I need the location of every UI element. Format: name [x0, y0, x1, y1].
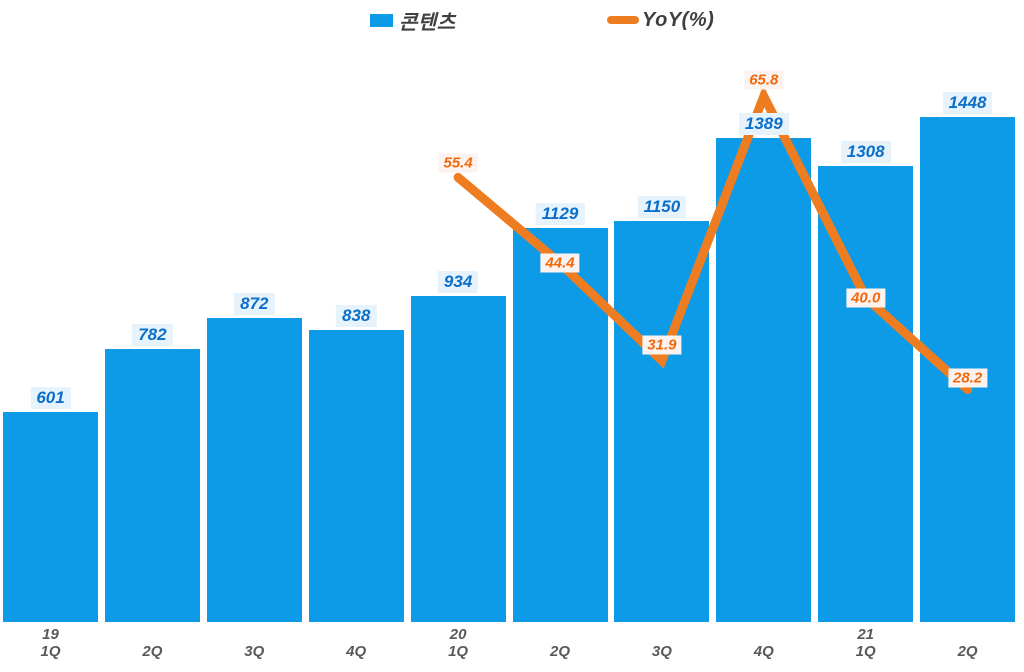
yoy-value-label: 28.2	[947, 368, 988, 388]
line-series-legend-label: YoY(%)	[642, 8, 715, 31]
bar-value-label: 1150	[637, 195, 687, 218]
x-axis-quarter: 1Q	[448, 643, 469, 660]
x-axis-year: 19	[42, 626, 59, 643]
bar-value-label: 782	[132, 324, 173, 347]
bar-value-label: 872	[234, 292, 275, 315]
x-axis-year	[515, 626, 605, 643]
x-axis-year: 20	[449, 626, 467, 643]
bar-1Q-19	[3, 412, 98, 622]
yoy-value-label: 40.0	[846, 288, 886, 307]
line-series-swatch-icon	[607, 16, 639, 24]
x-axis-label: 3Q	[617, 626, 707, 660]
bar-series-swatch-icon	[370, 13, 393, 27]
x-axis-label: 4Q	[311, 626, 401, 660]
x-axis-label: 19 1Q	[6, 626, 96, 660]
yoy-value-label: 31.9	[642, 335, 682, 355]
bar-2Q	[104, 349, 200, 622]
x-axis-label: 2Q	[923, 626, 1013, 660]
x-axis-year	[311, 626, 401, 643]
yoy-value-label: 65.8	[744, 70, 784, 90]
bar-4Q	[716, 137, 812, 622]
x-axis-quarter: 1Q	[40, 643, 61, 660]
x-axis-quarter: 2Q	[957, 643, 978, 660]
yoy-line	[453, 85, 973, 394]
bar-value-label: 838	[336, 304, 377, 327]
x-axis-label: 20 1Q	[413, 626, 503, 660]
bar-value-label: 601	[30, 387, 71, 410]
x-axis-year	[617, 626, 707, 643]
x-axis-year	[107, 626, 197, 643]
x-axis-year	[923, 626, 1013, 643]
bar-value-label: 1308	[840, 140, 891, 163]
x-axis-label: 4Q	[719, 626, 809, 660]
bar-value-label: 934	[437, 271, 479, 294]
bar-1Q-20	[410, 296, 506, 622]
x-axis-quarter: 4Q	[753, 643, 774, 660]
bar-4Q	[308, 329, 404, 622]
x-axis-quarter: 2Q	[142, 643, 163, 660]
x-axis-quarter: 3Q	[651, 643, 672, 660]
legend-item-line-series: YoY(%)	[607, 7, 714, 33]
x-axis-year	[209, 626, 299, 643]
bar-series-legend-label: 콘텐츠	[399, 11, 456, 34]
legend-item-bar-series: 콘텐츠	[370, 7, 456, 34]
x-axis-year	[719, 626, 809, 643]
bar-value-label: 1448	[942, 92, 993, 115]
bar-3Q	[206, 317, 302, 622]
yoy-value-label: 55.4	[438, 153, 478, 173]
x-axis-quarter: 2Q	[549, 643, 570, 660]
x-axis-label: 2Q	[107, 626, 197, 660]
x-axis-quarter: 3Q	[244, 643, 265, 660]
bar-value-label: 1129	[535, 203, 585, 226]
yoy-value-label: 44.4	[540, 253, 580, 273]
x-axis-quarter: 4Q	[346, 643, 367, 660]
x-axis-label: 21 1Q	[821, 626, 911, 660]
x-axis-quarter: 1Q	[855, 643, 876, 660]
x-axis-year: 21	[857, 626, 875, 643]
x-axis-label: 2Q	[515, 626, 605, 660]
x-axis-label: 3Q	[209, 626, 299, 660]
bar-value-label: 1389	[738, 112, 789, 135]
